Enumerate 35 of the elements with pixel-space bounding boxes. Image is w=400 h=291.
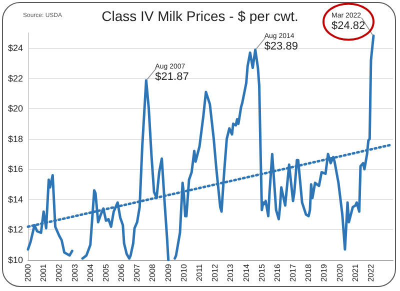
x-tick-label: 2006 <box>117 263 126 282</box>
x-tick-label: 2019 <box>320 263 329 282</box>
x-tick-label: 2007 <box>132 263 142 282</box>
y-tick-label: $14 <box>8 194 23 204</box>
y-tick-label: $22 <box>8 73 23 84</box>
annotation: $21.87 <box>155 70 189 83</box>
x-tick-label: 2018 <box>304 263 314 282</box>
y-tick-label: $24 <box>8 43 23 54</box>
x-tick-label: 2017 <box>288 263 298 282</box>
y-tick-label: $20 <box>8 104 23 114</box>
annotation: $23.89 <box>264 40 298 52</box>
chart-title: Class IV Milk Prices - $ per cwt. <box>102 8 298 24</box>
x-tick-label: 2005 <box>101 263 110 282</box>
x-tick-label: 2002 <box>54 263 64 282</box>
x-tick-label: 2008 <box>148 263 158 282</box>
x-tick-label: 2009 <box>164 263 173 282</box>
x-tick-label: 2010 <box>179 263 188 282</box>
x-tick-label: 2003 <box>70 263 80 282</box>
y-tick-label: $12 <box>8 224 23 235</box>
x-tick-label: 2015 <box>257 263 266 282</box>
x-tick-label: 2020 <box>335 263 344 282</box>
annotation: $24.82 <box>331 20 366 32</box>
x-tick-label: 2013 <box>226 263 236 282</box>
x-tick-label: 2014 <box>242 263 251 282</box>
x-tick-label: 2012 <box>210 263 220 282</box>
y-tick-label: $10 <box>8 255 23 265</box>
x-tick-label: 2011 <box>194 263 204 282</box>
x-tick-label: 2001 <box>39 263 48 282</box>
x-tick-label: 2022 <box>366 263 376 282</box>
y-tick-label: $16 <box>8 164 23 174</box>
x-tick-label: 2000 <box>24 263 32 282</box>
x-tick-label: 2004 <box>86 263 95 282</box>
y-tick-label: $18 <box>8 134 23 144</box>
x-tick-label: 2021 <box>350 263 360 282</box>
x-tick-label: 2016 <box>272 263 282 282</box>
